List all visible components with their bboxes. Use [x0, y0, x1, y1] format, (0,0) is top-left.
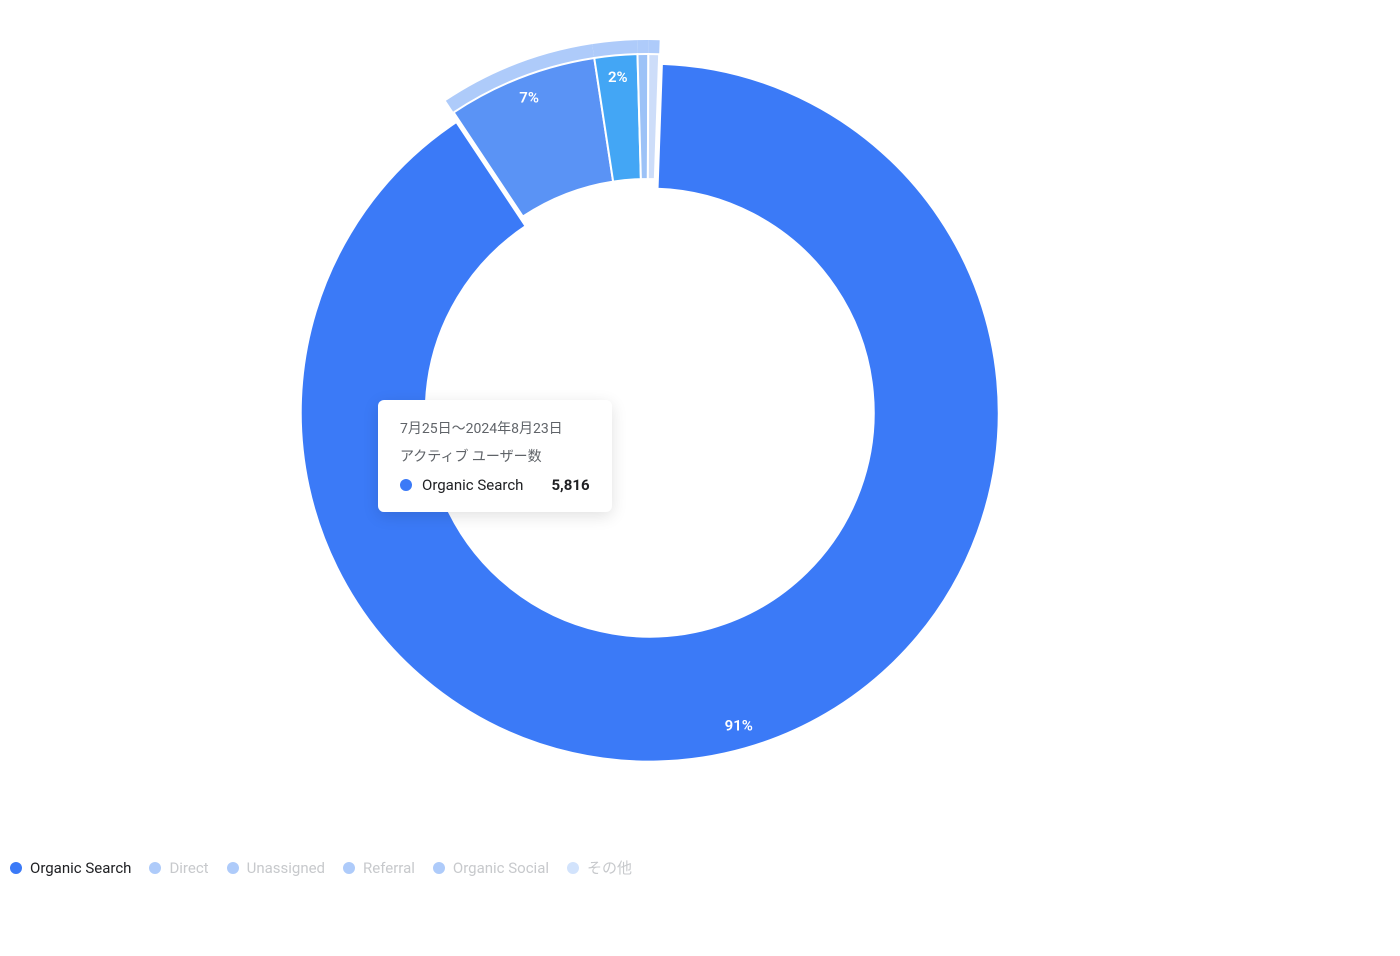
legend-dot-icon	[433, 862, 445, 874]
legend-item[interactable]: Direct	[149, 859, 208, 877]
legend-label: Organic Social	[453, 859, 549, 877]
tooltip-metric-label: アクティブ ユーザー数	[400, 446, 590, 466]
legend-label: Organic Search	[30, 859, 131, 877]
legend-item[interactable]: Organic Search	[10, 859, 131, 877]
legend-label: Unassigned	[247, 859, 325, 877]
tooltip-date-range: 7月25日～2024年8月23日	[400, 418, 590, 438]
legend-dot-icon	[10, 862, 22, 874]
chart-container: 91% 7% 2% 7月25日～2024年8月23日 アクティブ ユーザー数 Org…	[0, 0, 1400, 956]
legend-item[interactable]: Unassigned	[227, 859, 325, 877]
legend-dot-icon	[567, 862, 579, 874]
legend-label: その他	[587, 857, 632, 878]
legend-label: Referral	[363, 859, 415, 877]
slice-pct-label: 7%	[519, 88, 539, 106]
legend-item[interactable]: その他	[567, 857, 632, 878]
legend-item[interactable]: Organic Social	[433, 859, 549, 877]
legend-dot-icon	[149, 862, 161, 874]
tooltip-series-dot	[400, 479, 412, 491]
donut-slice[interactable]	[648, 54, 659, 179]
legend-label: Direct	[169, 859, 208, 877]
tooltip-series-name: Organic Search	[422, 476, 523, 494]
tooltip-value: 5,816	[551, 476, 589, 494]
slice-pct-label: 91%	[725, 717, 753, 735]
legend-dot-icon	[227, 862, 239, 874]
chart-tooltip: 7月25日～2024年8月23日 アクティブ ユーザー数 Organic Sea…	[378, 400, 612, 512]
slice-pct-label: 2%	[608, 68, 628, 86]
legend-dot-icon	[343, 862, 355, 874]
legend-item[interactable]: Referral	[343, 859, 415, 877]
chart-legend: Organic Search Direct Unassigned Referral Or…	[10, 857, 632, 878]
